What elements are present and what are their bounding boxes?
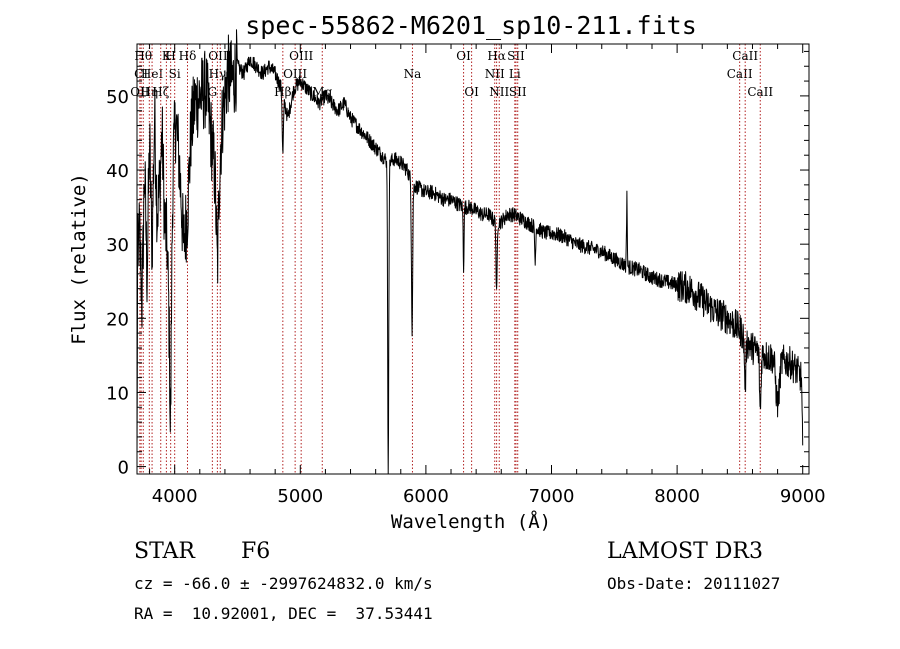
line-marker-label: NII [485, 67, 505, 81]
line-marker-label: Si [169, 67, 181, 81]
line-marker-label: H [165, 49, 175, 63]
line-marker-label: CaII [732, 49, 758, 63]
survey-name: LAMOST DR3 [607, 539, 763, 564]
spectrum-line [136, 29, 804, 475]
line-marker-label: Hα [487, 49, 506, 63]
line-marker-label: SII [509, 85, 527, 99]
line-marker-label: OIII [283, 67, 307, 81]
line-marker-label: Hθ [134, 49, 152, 63]
line-marker-label: CaII [747, 85, 773, 99]
line-marker-label: OIII [289, 49, 313, 63]
x-tick-label: 9000 [780, 486, 826, 507]
y-axis: 0 10 20 30 40 50 [106, 50, 809, 479]
line-marker-label: Li [509, 67, 521, 81]
plot-frame [136, 43, 810, 475]
line-marker-label: K [162, 49, 172, 63]
x-axis: 4000 5000 6000 7000 8000 9000 [149, 44, 826, 507]
y-axis-label: Flux (relative) [68, 173, 90, 345]
line-marker-label: OI [456, 49, 471, 63]
y-tick-label: 30 [106, 235, 129, 256]
object-class: STAR [134, 539, 195, 564]
y-tick-label: 40 [106, 161, 129, 182]
line-marker-label: HeI [141, 67, 164, 81]
line-marker-label: NII [489, 85, 509, 99]
chart-title: spec-55862-M6201_sp10-211.fits [245, 11, 697, 40]
line-marker-label: Hζ [152, 85, 169, 99]
line-marker-label: Hδ [179, 49, 197, 63]
line-marker-label: SII [507, 49, 525, 63]
x-axis-label: Wavelength (Å) [391, 510, 551, 533]
line-marker-label: OIII [208, 49, 232, 63]
y-tick-label: 0 [118, 458, 129, 479]
line-marker-label: Na [404, 67, 422, 81]
line-marker-label: OI [464, 85, 479, 99]
line-marker-label: Hγ [209, 67, 227, 81]
x-tick-label: 4000 [152, 486, 198, 507]
line-marker-label: Hβ [274, 85, 291, 99]
redshift-text: cz = -66.0 ± -2997624832.0 km/s [134, 574, 433, 593]
x-tick-label: 6000 [403, 486, 449, 507]
x-tick-label: 5000 [277, 486, 323, 507]
x-tick-label: 8000 [654, 486, 700, 507]
x-tick-label: 7000 [529, 486, 575, 507]
line-marker-label: CaII [727, 67, 753, 81]
coordinates-text: RA = 10.92001, DEC = 37.53441 [134, 604, 433, 623]
y-tick-label: 50 [106, 87, 129, 108]
line-marker-label: CI [134, 67, 148, 81]
y-tick-label: 20 [106, 309, 129, 330]
obs-date-text: Obs-Date: 20111027 [607, 574, 781, 593]
object-subclass: F6 [241, 539, 271, 564]
spectrum-plot-area [136, 29, 804, 475]
y-tick-label: 10 [106, 383, 129, 404]
line-marker-label: G [208, 85, 218, 99]
